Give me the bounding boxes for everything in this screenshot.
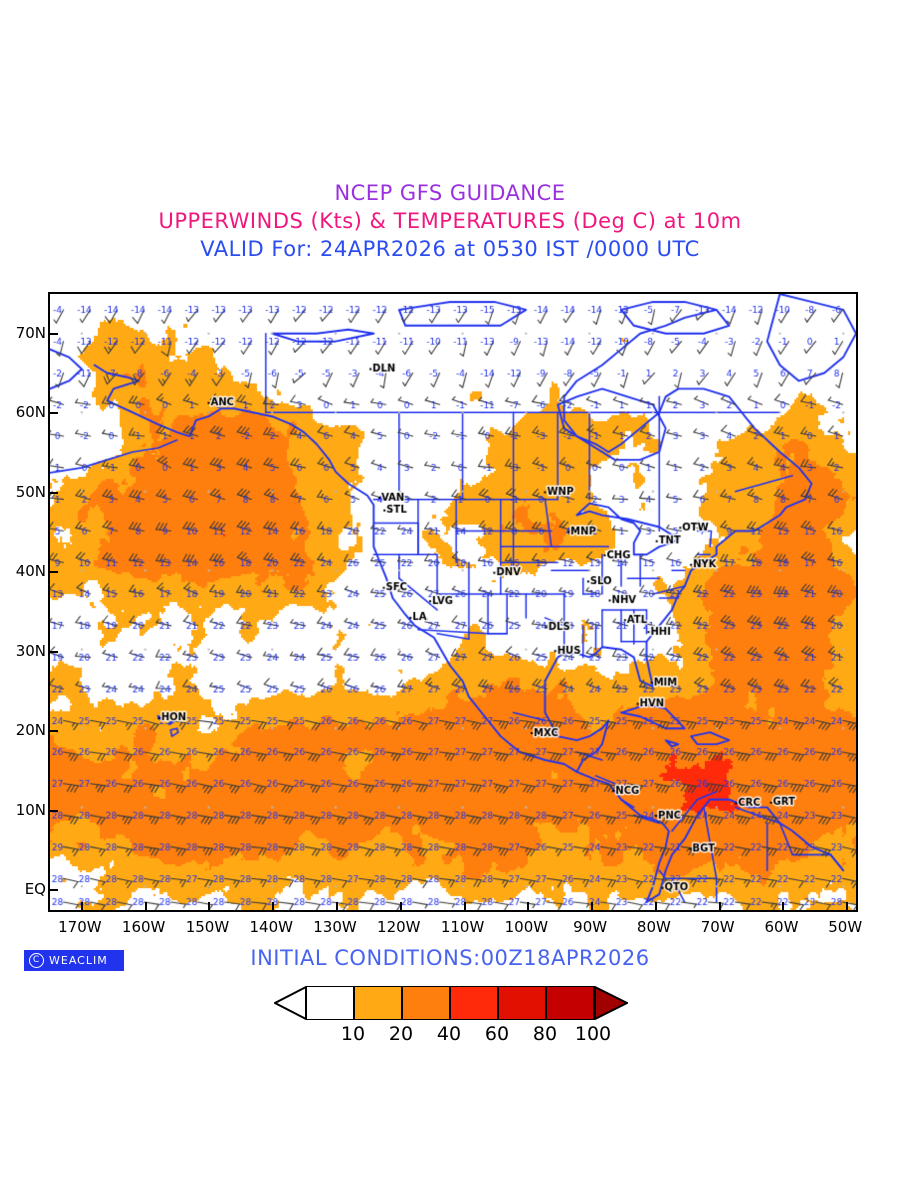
colorbar-over-arrow [594,985,630,1021]
longitude-tick-50W: 50W [828,918,863,936]
colorbar-cell-100 [546,986,594,1020]
longitude-tick-160W: 160W [121,918,166,936]
colorbar-under-arrow-outline [272,985,307,1021]
axis-tickmark [50,332,58,335]
latitude-tick-30N: 30N [15,641,46,660]
axis-tickmark [144,902,147,910]
colorbar-tick-60: 60 [484,1023,510,1045]
axis-tickmark [50,412,58,415]
copyright-icon: C [29,953,44,968]
axis-tickmark [50,491,58,494]
longitude-tick-140W: 140W [249,918,293,936]
colorbar-cell-80 [498,986,546,1020]
longitude-tick-130W: 130W [313,918,357,936]
axis-tickmark [50,650,58,653]
longitude-tick-120W: 120W [377,918,421,936]
colorbar-tick-100: 100 [574,1023,612,1045]
initial-conditions-label: INITIAL CONDITIONS:00Z18APR2026 [250,946,650,970]
weaclim-logo: C WEACLIM [24,950,124,971]
axis-tickmark [463,902,466,910]
page-title: NCEP GFS GUIDANCE [334,181,566,205]
axis-tickmark [654,902,657,910]
axis-tickmark [527,902,530,910]
colorbar-bar [272,985,630,1021]
colorbar-cell-10 [306,986,354,1020]
axis-tickmark [336,902,338,910]
colorbar-tick-80: 80 [532,1023,558,1045]
longitude-tick-100W: 100W [504,918,549,936]
colorbar-cell-40 [402,986,450,1020]
axis-tickmark [718,902,721,910]
colorbar-tick-20: 20 [388,1023,414,1045]
longitude-tick-70W: 70W [700,918,735,936]
axis-tickmark [399,902,402,910]
axis-tickmark [50,809,58,812]
latitude-tick-60N: 60N [15,403,46,422]
colorbar-tick-40: 40 [436,1023,462,1045]
axis-tickmark [272,902,275,910]
axis-tickmark [50,571,58,574]
latitude-tick-40N: 40N [15,562,46,581]
axis-tickmark [208,902,211,910]
longitude-tick-60W: 60W [764,918,799,936]
latitude-tick-EQ: EQ [24,880,46,899]
axis-tickmark [782,902,785,910]
title-block: NCEP GFS GUIDANCE UPPERWINDS (Kts) & TEM… [0,183,900,260]
valid-time-label: VALID For: 24APR2026 at 0530 IST /0000 U… [200,237,700,261]
axis-tickmark [80,902,83,910]
axis-tickmark [50,889,58,892]
map-canvas[interactable] [50,294,856,910]
longitude-tick-170W: 170W [58,918,102,936]
longitude-tick-90W: 90W [573,918,608,936]
axis-tickmark [591,902,594,910]
latitude-tick-10N: 10N [15,800,46,819]
colorbar-tick-10: 10 [340,1023,366,1045]
colorbar-cell-60 [450,986,498,1020]
latitude-tick-70N: 70N [15,323,46,342]
axis-tickmark [50,730,58,733]
axis-tickmark [846,902,849,910]
longitude-tick-110W: 110W [440,918,485,936]
colorbar-ticks: 10 20 40 60 80 100 [285,1023,615,1047]
weaclim-logo-text: WEACLIM [49,954,108,967]
latitude-tick-50N: 50N [15,482,46,501]
colorbar: 10 20 40 60 80 100 [0,985,900,1047]
latitude-tick-20N: 20N [15,721,46,740]
longitude-tick-150W: 150W [185,918,230,936]
page-subtitle: UPPERWINDS (Kts) & TEMPERATURES (Deg C) … [158,209,742,233]
colorbar-cell-20 [354,986,402,1020]
longitude-tick-80W: 80W [636,918,671,936]
weather-map-panel[interactable] [48,292,858,912]
